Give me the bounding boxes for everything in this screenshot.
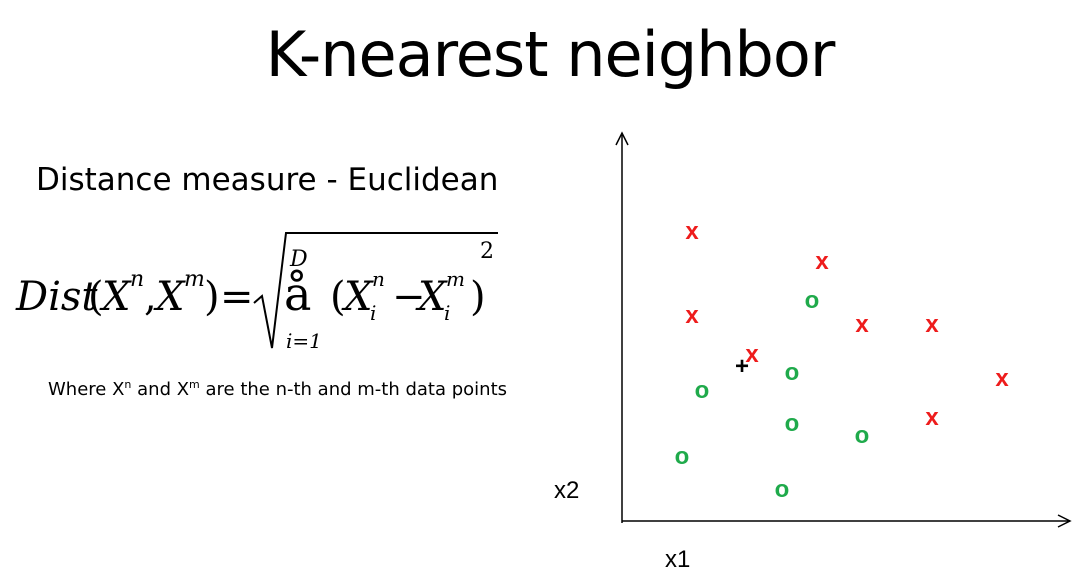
formula-open: ( (330, 274, 346, 320)
formula-xi-m: X (415, 274, 448, 320)
x-class-point: x (855, 311, 869, 338)
formula-equals: = (220, 274, 254, 320)
formula-xm: X (153, 274, 186, 320)
query-point: + (735, 353, 749, 380)
note-sup-m: m (189, 378, 200, 391)
x-class-point: x (685, 218, 699, 245)
formula-sub-i2: i (444, 301, 450, 325)
o-class-point: o (775, 476, 790, 503)
formula-sup-m: m (184, 267, 205, 292)
square-root-sign (253, 232, 498, 349)
euclidean-distance-formula: Dist ( X n , X m ) = D å i=1 ( X n i − X… (15, 232, 498, 353)
formula-sum-symbol: å (284, 267, 311, 321)
formula-note: Where Xn and Xm are the n-th and m-th da… (48, 378, 507, 400)
formula-xn: X (99, 274, 132, 320)
formula-sup-m2: m (446, 267, 465, 291)
x-class-point: x (815, 248, 829, 275)
page-title: K-nearest neighbor (265, 18, 836, 91)
o-class-point: o (785, 359, 800, 386)
formula-lhs-open: ( (88, 274, 104, 320)
formula-minus: − (392, 274, 426, 320)
note-sup-n: n (124, 378, 132, 391)
o-class-point: o (855, 422, 870, 449)
x-axis-label: x1 (665, 546, 690, 573)
formula-sup-n2: n (372, 267, 385, 291)
o-class-point: o (695, 377, 710, 404)
formula-close: ) (470, 274, 486, 320)
y-axis-arrow-icon (615, 131, 629, 146)
formula-sum-lower: i=1 (286, 329, 322, 353)
x-class-point: x (995, 365, 1009, 392)
formula-xi-n: X (341, 274, 374, 320)
x-class-point: x (685, 302, 699, 329)
x-class-point: x (925, 404, 939, 431)
note-mid: and X (131, 379, 190, 400)
formula-lhs-close: ) (204, 274, 220, 320)
o-class-point: o (785, 410, 800, 437)
x-axis-arrow-icon (1057, 514, 1072, 528)
x-class-point: x (925, 311, 939, 338)
x-class-point: x (745, 341, 759, 368)
note-prefix: Where X (48, 379, 125, 400)
formula-dist: Dist (15, 274, 98, 320)
note-suffix: are the n-th and m-th data points (199, 379, 508, 400)
o-class-point: o (675, 443, 690, 470)
distance-measure-heading: Distance measure - Euclidean (36, 162, 499, 198)
formula-sub-i1: i (370, 301, 376, 325)
o-class-point: o (805, 287, 820, 314)
formula-sup-n: n (130, 267, 144, 292)
formula-power: 2 (480, 239, 494, 264)
formula-sum-upper: D (289, 247, 308, 272)
formula-comma: , (144, 274, 157, 320)
y-axis-label: x2 (554, 477, 579, 504)
